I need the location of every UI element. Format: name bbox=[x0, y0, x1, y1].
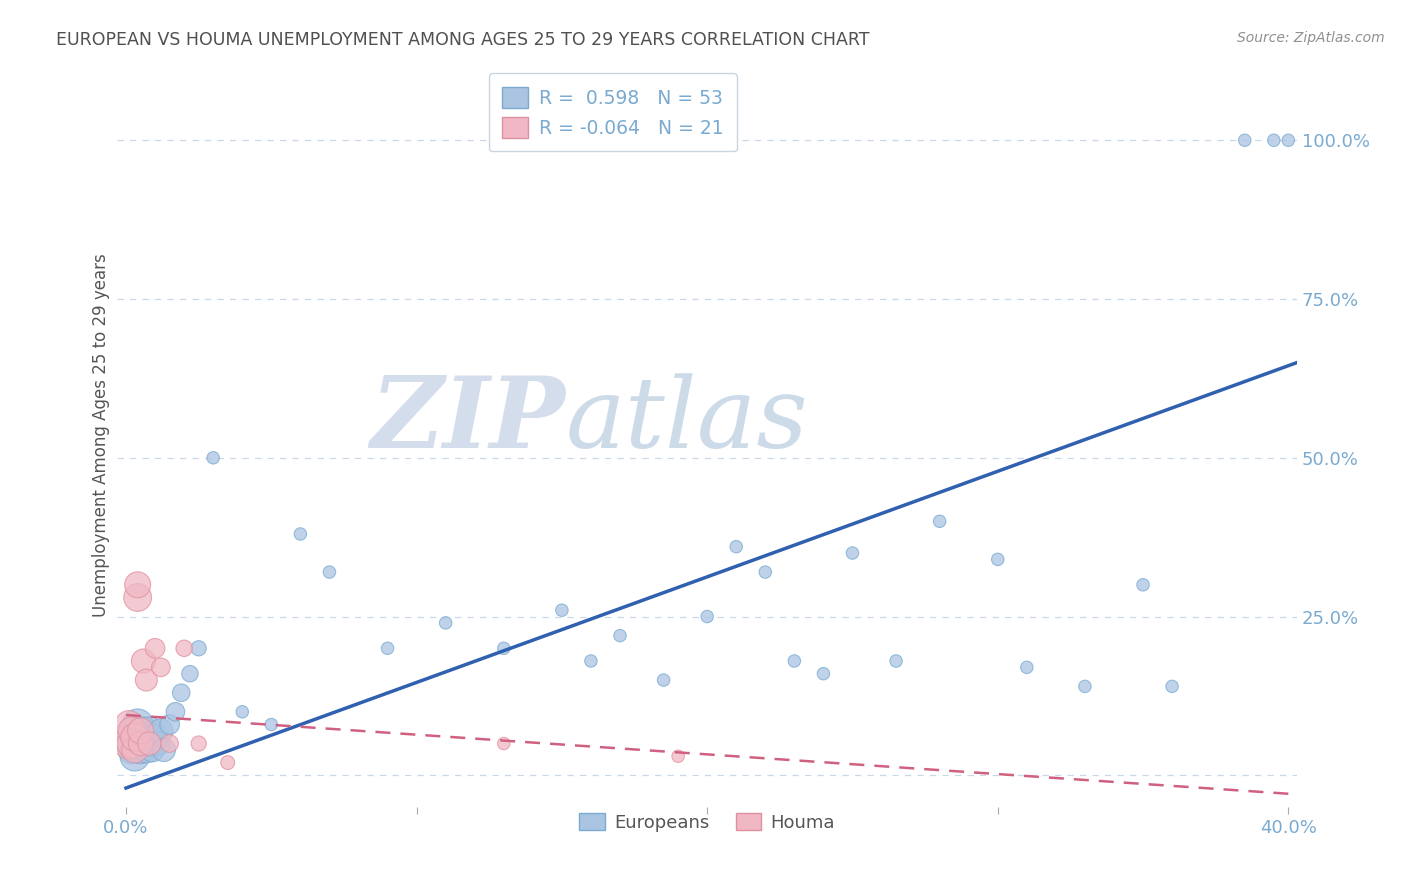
Point bbox=[652, 673, 675, 687]
Point bbox=[124, 730, 146, 744]
Point bbox=[170, 686, 193, 700]
Point bbox=[121, 723, 143, 738]
Point bbox=[132, 654, 155, 668]
Point bbox=[928, 514, 950, 528]
Point bbox=[1074, 680, 1097, 694]
Point bbox=[187, 737, 209, 751]
Point bbox=[121, 723, 143, 738]
Text: atlas: atlas bbox=[565, 373, 808, 468]
Point bbox=[124, 730, 146, 744]
Point bbox=[118, 737, 141, 751]
Point bbox=[127, 591, 149, 605]
Y-axis label: Unemployment Among Ages 25 to 29 years: Unemployment Among Ages 25 to 29 years bbox=[93, 253, 110, 617]
Point bbox=[149, 660, 172, 674]
Legend: Europeans, Houma: Europeans, Houma bbox=[572, 806, 842, 838]
Point bbox=[231, 705, 253, 719]
Point bbox=[813, 666, 835, 681]
Point bbox=[149, 723, 172, 738]
Point bbox=[129, 737, 152, 751]
Point bbox=[127, 737, 149, 751]
Point bbox=[202, 450, 225, 465]
Point bbox=[1015, 660, 1038, 674]
Point bbox=[173, 641, 195, 656]
Point bbox=[260, 717, 283, 731]
Point bbox=[129, 743, 152, 757]
Point bbox=[987, 552, 1010, 566]
Point bbox=[124, 749, 146, 764]
Point bbox=[492, 641, 515, 656]
Point bbox=[579, 654, 602, 668]
Point bbox=[143, 641, 166, 656]
Point bbox=[124, 743, 146, 757]
Point bbox=[187, 641, 209, 656]
Point bbox=[141, 743, 163, 757]
Point bbox=[138, 723, 160, 738]
Point bbox=[135, 743, 157, 757]
Point bbox=[666, 749, 689, 764]
Point bbox=[132, 723, 155, 738]
Point bbox=[152, 743, 174, 757]
Point bbox=[146, 737, 169, 751]
Point bbox=[318, 565, 340, 579]
Point bbox=[129, 723, 152, 738]
Point bbox=[135, 673, 157, 687]
Point bbox=[377, 641, 399, 656]
Point bbox=[143, 730, 166, 744]
Point bbox=[1132, 578, 1154, 592]
Point bbox=[696, 609, 718, 624]
Point bbox=[121, 743, 143, 757]
Point bbox=[165, 705, 187, 719]
Point bbox=[754, 565, 776, 579]
Point bbox=[1277, 133, 1299, 147]
Point bbox=[1233, 133, 1256, 147]
Point bbox=[138, 737, 160, 751]
Text: ZIP: ZIP bbox=[371, 373, 565, 469]
Point bbox=[118, 737, 141, 751]
Point bbox=[217, 756, 239, 770]
Text: EUROPEAN VS HOUMA UNEMPLOYMENT AMONG AGES 25 TO 29 YEARS CORRELATION CHART: EUROPEAN VS HOUMA UNEMPLOYMENT AMONG AGE… bbox=[56, 31, 870, 49]
Text: Source: ZipAtlas.com: Source: ZipAtlas.com bbox=[1237, 31, 1385, 45]
Point bbox=[609, 629, 631, 643]
Point bbox=[127, 578, 149, 592]
Point bbox=[725, 540, 748, 554]
Point bbox=[841, 546, 863, 560]
Point bbox=[551, 603, 574, 617]
Point bbox=[1263, 133, 1285, 147]
Point bbox=[159, 717, 181, 731]
Point bbox=[138, 737, 160, 751]
Point bbox=[290, 527, 312, 541]
Point bbox=[135, 730, 157, 744]
Point bbox=[179, 666, 201, 681]
Point bbox=[132, 737, 155, 751]
Point bbox=[129, 730, 152, 744]
Point bbox=[127, 717, 149, 731]
Point bbox=[1161, 680, 1184, 694]
Point bbox=[884, 654, 907, 668]
Point bbox=[783, 654, 806, 668]
Point bbox=[434, 615, 457, 630]
Point bbox=[118, 717, 141, 731]
Point bbox=[121, 737, 143, 751]
Point bbox=[492, 737, 515, 751]
Point bbox=[159, 737, 181, 751]
